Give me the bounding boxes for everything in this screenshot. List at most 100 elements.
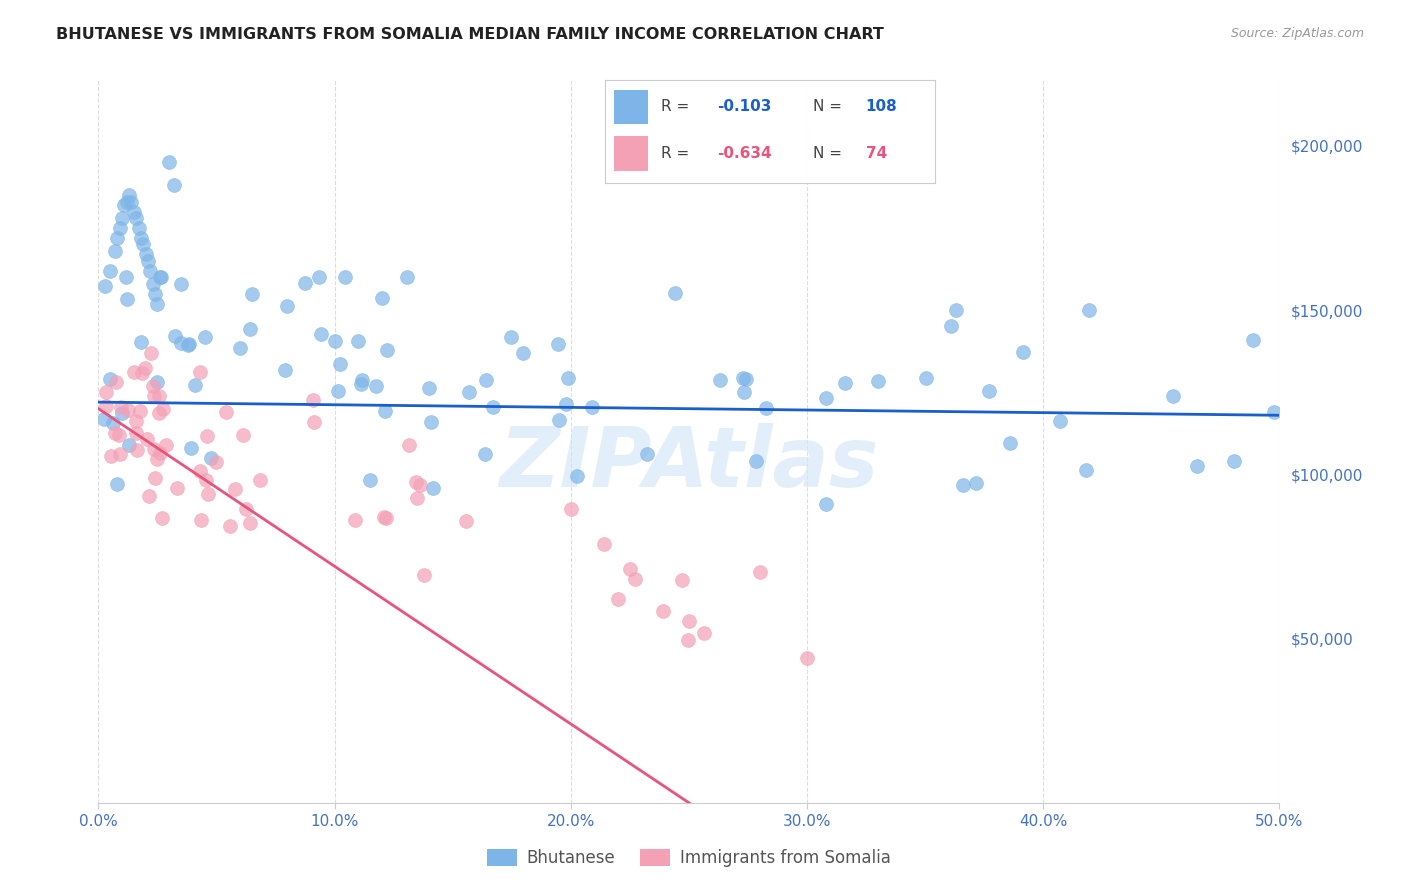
Point xyxy=(359,473,381,487)
Point xyxy=(249,473,271,487)
Point xyxy=(1222,454,1244,468)
Point xyxy=(190,513,212,527)
Point xyxy=(98,264,121,278)
Point xyxy=(143,286,166,301)
Point xyxy=(965,476,987,491)
Point xyxy=(406,491,429,505)
Text: N =: N = xyxy=(813,99,846,114)
Point xyxy=(184,378,207,392)
Point xyxy=(157,155,180,169)
Point xyxy=(117,437,139,451)
Point xyxy=(143,470,166,484)
Point xyxy=(239,321,262,335)
Point xyxy=(375,343,398,357)
Point xyxy=(1161,389,1184,403)
Point xyxy=(405,475,427,489)
Point xyxy=(205,455,228,469)
Point xyxy=(678,614,700,628)
Point xyxy=(343,513,366,527)
Point xyxy=(170,277,193,292)
Point xyxy=(215,405,238,419)
Point xyxy=(110,400,132,414)
Point xyxy=(148,389,170,403)
Point xyxy=(914,371,936,385)
Point xyxy=(136,253,159,268)
Text: R =: R = xyxy=(661,145,695,161)
Text: 74: 74 xyxy=(866,145,887,161)
Point xyxy=(94,384,117,399)
Point xyxy=(170,336,193,351)
Point xyxy=(105,476,128,491)
Point xyxy=(150,511,173,525)
Point xyxy=(150,270,173,285)
Point xyxy=(108,221,131,235)
Point xyxy=(146,451,169,466)
Point xyxy=(138,489,160,503)
Point xyxy=(814,497,837,511)
Point xyxy=(139,346,162,360)
Point xyxy=(868,375,890,389)
Point xyxy=(100,449,122,463)
Point xyxy=(592,537,614,551)
Point xyxy=(548,413,571,427)
Point xyxy=(232,428,254,442)
Point xyxy=(1074,462,1097,476)
Point xyxy=(755,401,778,416)
Point xyxy=(111,211,134,226)
Point xyxy=(941,319,963,334)
Text: N =: N = xyxy=(813,145,846,161)
Point xyxy=(735,372,758,386)
Point xyxy=(117,403,139,417)
Point xyxy=(115,194,138,209)
Text: Source: ZipAtlas.com: Source: ZipAtlas.com xyxy=(1230,27,1364,40)
Point xyxy=(1263,405,1285,419)
Point xyxy=(547,336,569,351)
Point xyxy=(122,365,145,379)
Point xyxy=(101,416,124,430)
Point xyxy=(814,392,837,406)
Bar xyxy=(614,136,648,170)
Point xyxy=(114,270,136,285)
Point xyxy=(420,415,443,429)
Point xyxy=(371,291,394,305)
Point xyxy=(567,469,589,483)
Point xyxy=(235,501,257,516)
Point xyxy=(422,481,444,495)
Point xyxy=(194,473,217,487)
Point xyxy=(748,565,770,579)
Point xyxy=(98,371,121,385)
Point xyxy=(733,385,755,400)
Point xyxy=(142,277,165,291)
Point xyxy=(143,442,166,456)
Point xyxy=(121,194,143,209)
Point xyxy=(122,204,145,219)
Bar xyxy=(614,89,648,124)
Point xyxy=(194,330,217,344)
Point xyxy=(146,375,169,389)
Point xyxy=(146,296,169,310)
Point xyxy=(501,330,523,344)
Point xyxy=(195,429,218,443)
Point xyxy=(134,361,156,376)
Point xyxy=(129,403,152,417)
Point xyxy=(347,334,370,348)
Point xyxy=(998,435,1021,450)
Point xyxy=(94,278,117,293)
Point xyxy=(692,626,714,640)
Point xyxy=(482,401,505,415)
Point xyxy=(104,244,127,258)
Point xyxy=(557,371,579,385)
Point xyxy=(945,303,967,318)
Point xyxy=(105,231,128,245)
Point xyxy=(560,502,582,516)
Point xyxy=(329,357,352,371)
Point xyxy=(607,591,630,606)
Point xyxy=(188,464,211,478)
Point xyxy=(155,438,177,452)
Point xyxy=(229,342,252,356)
Point xyxy=(326,384,349,399)
Point xyxy=(333,270,356,285)
Point xyxy=(142,378,165,392)
Point xyxy=(1187,459,1209,474)
Point xyxy=(148,406,170,420)
